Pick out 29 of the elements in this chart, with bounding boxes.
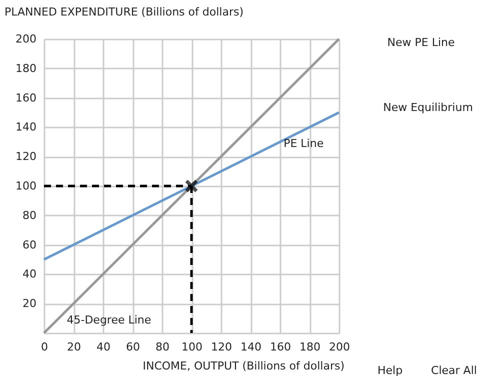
series-label: 45-Degree Line xyxy=(66,313,152,326)
text: New PE Line xyxy=(387,36,455,49)
y-axis-title: PLANNED EXPENDITURE (Billions of dollars) xyxy=(4,6,244,18)
y-tick-label: 80 xyxy=(22,208,36,222)
y-tick-label: 180 xyxy=(16,62,36,75)
x-tick-label: 200 xyxy=(329,340,350,354)
y-tick-label: 60 xyxy=(22,238,36,252)
x-tick-label: 0 xyxy=(41,340,48,354)
y-tick-label: 120 xyxy=(16,150,36,164)
y-tick-label: 140 xyxy=(16,120,36,134)
text: Help xyxy=(377,364,403,377)
x-tick-label: 140 xyxy=(240,340,262,354)
x-tick-label: 20 xyxy=(67,340,81,354)
x-tick-label: 120 xyxy=(211,340,232,354)
x-tick-label: 180 xyxy=(300,340,320,354)
y-tick-label: 200 xyxy=(16,32,36,46)
x-tick-label: 160 xyxy=(270,340,291,354)
y-tick-label: 20 xyxy=(22,297,36,310)
x-tick-label: 80 xyxy=(156,340,170,354)
y-tick-label: 100 xyxy=(16,180,36,192)
x-tick-label: 100 xyxy=(182,340,202,354)
y-tick-label: 160 xyxy=(16,91,36,104)
y-tick-label: 40 xyxy=(22,268,36,281)
text: New Equilibrium xyxy=(383,101,473,114)
x-axis-title: INCOME, OUTPUT (Billions of dollars) xyxy=(142,360,344,372)
x-tick-label: 60 xyxy=(126,340,140,354)
text: Clear All xyxy=(431,364,477,377)
x-tick-label: 40 xyxy=(96,340,110,354)
series-label: PE Line xyxy=(284,137,324,150)
